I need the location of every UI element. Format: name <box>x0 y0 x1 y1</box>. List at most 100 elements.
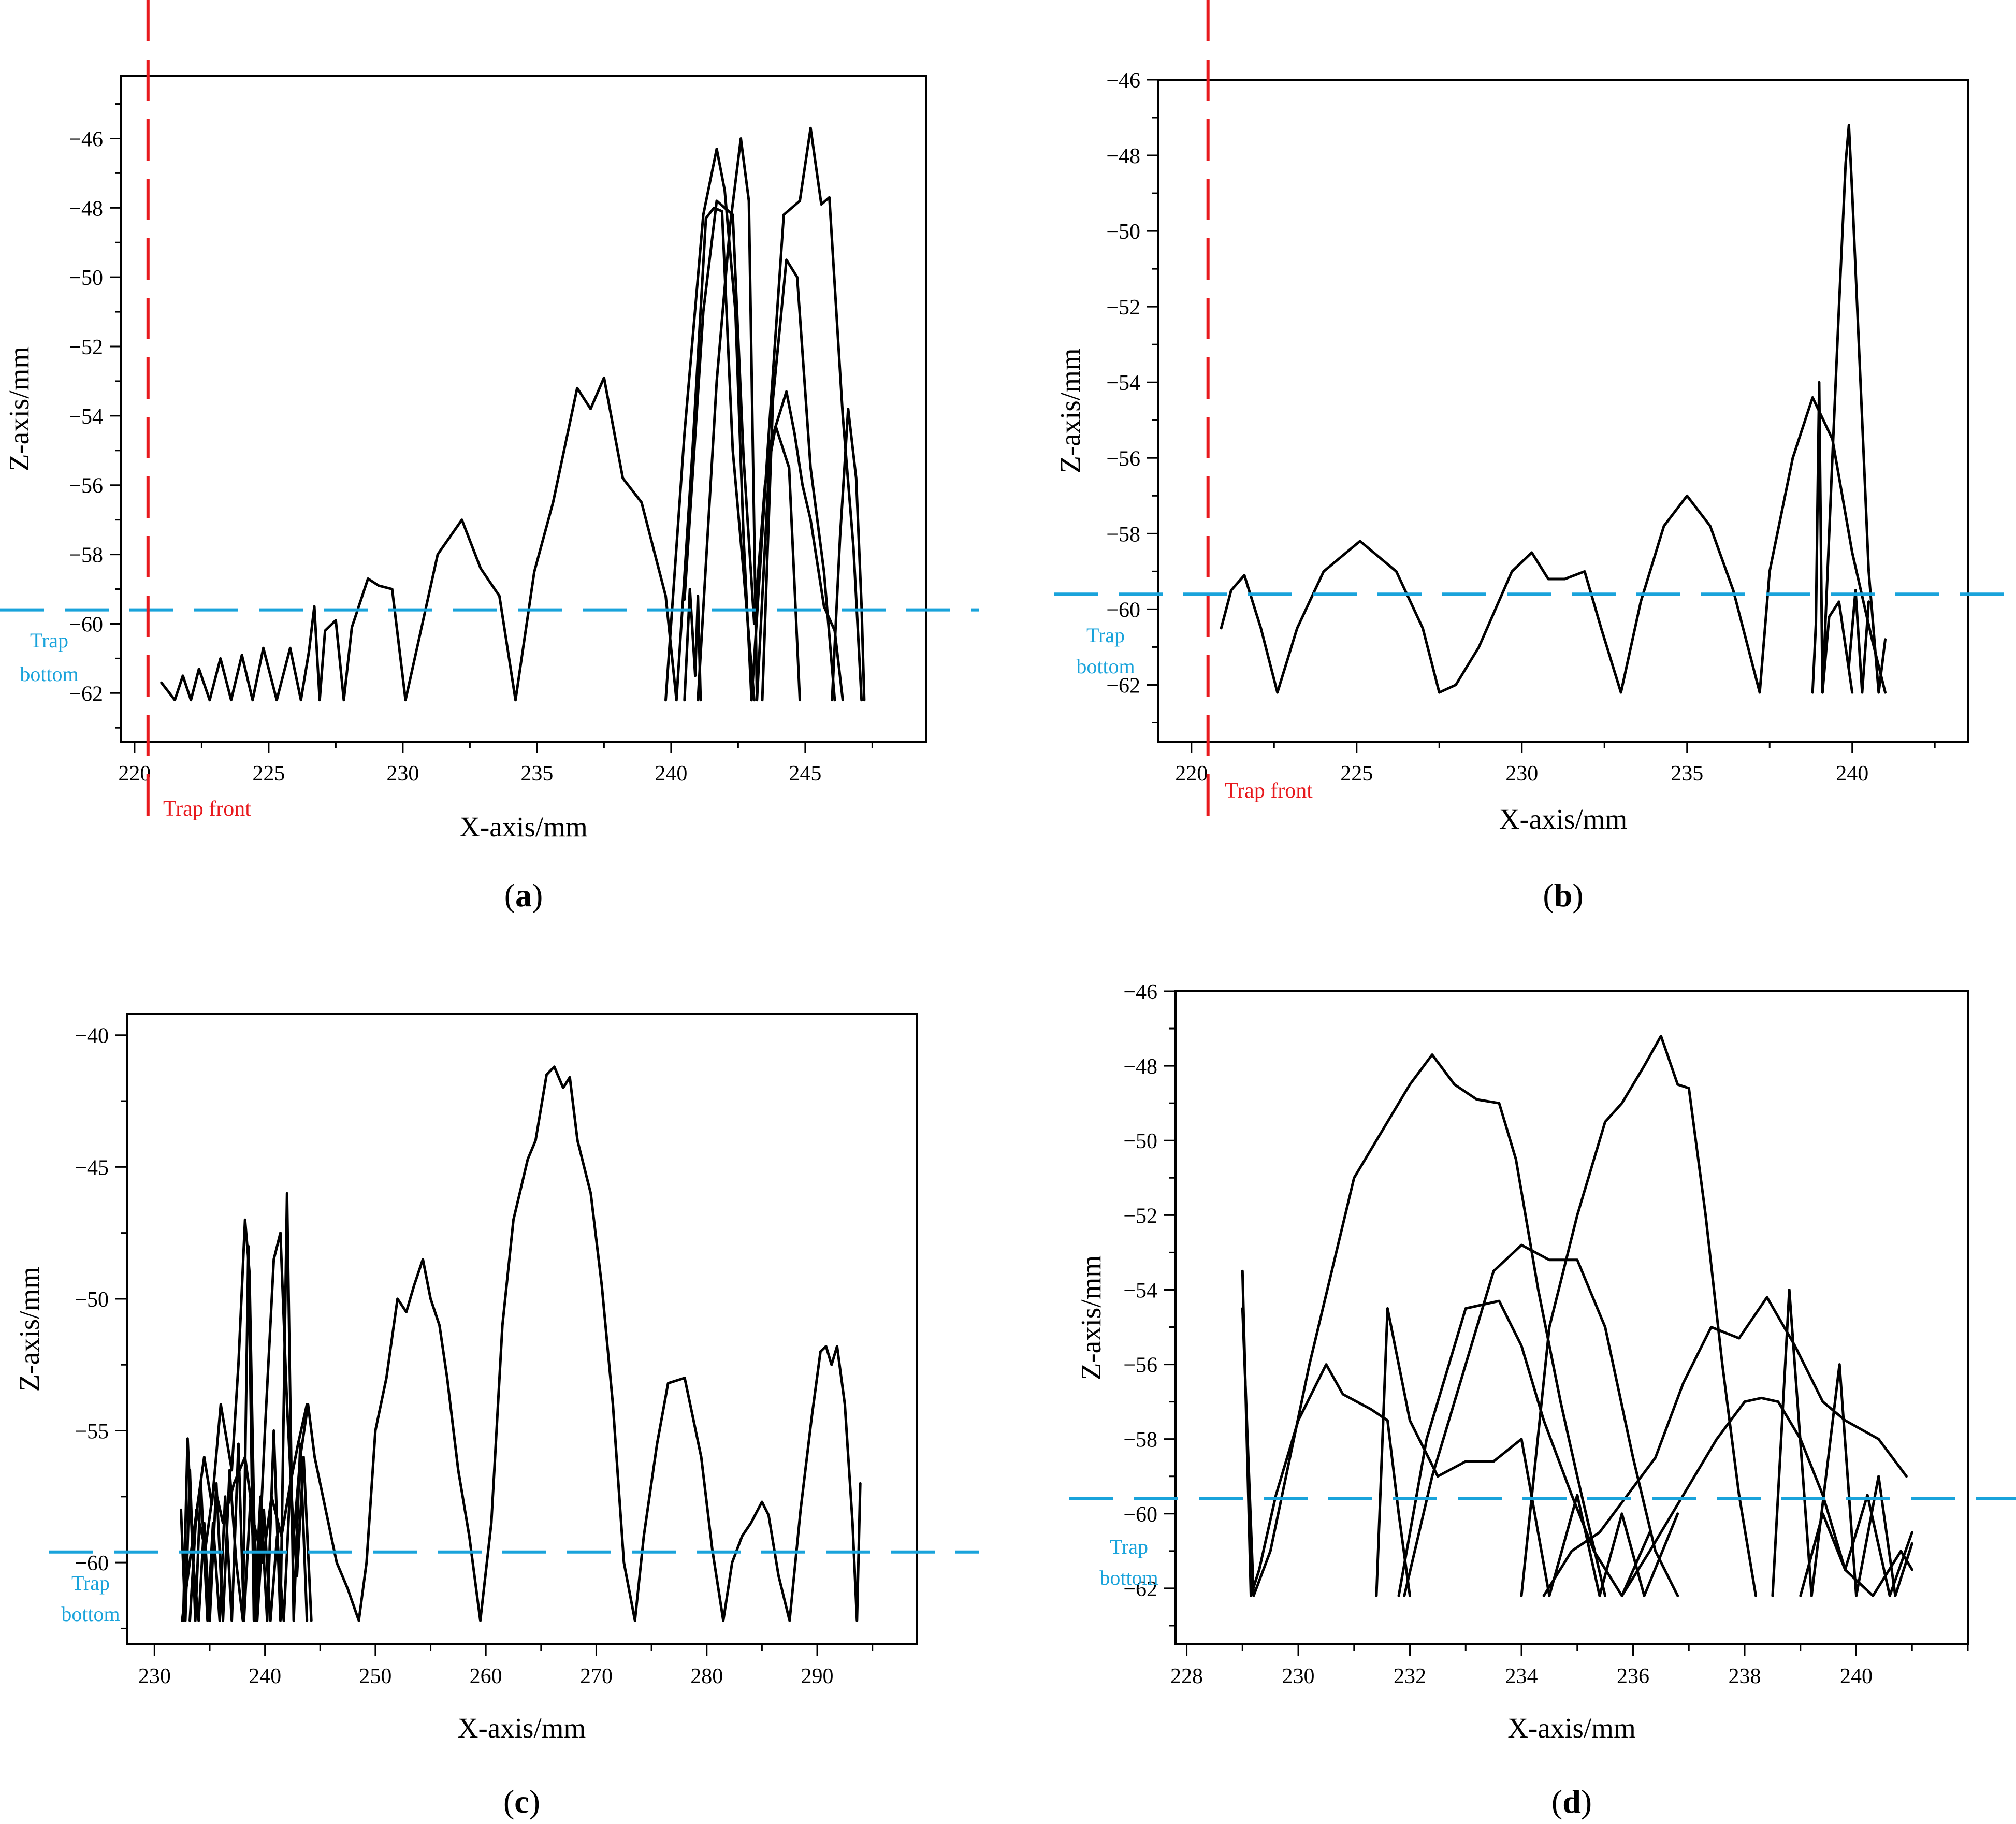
panel-label: (d) <box>1551 1783 1592 1820</box>
trap-bottom-label-line1: Trap <box>30 629 68 652</box>
series-line-4 <box>697 137 844 702</box>
series-line-1 <box>1220 396 1887 694</box>
series-line-4 <box>1847 589 1870 694</box>
panel-label: (c) <box>503 1783 540 1820</box>
y-tick-label: −58 <box>1123 1428 1157 1452</box>
y-axis-title: Z-axis/mm <box>1054 348 1086 473</box>
x-tick-label: 232 <box>1394 1664 1426 1688</box>
trap-bottom-label-line1: Trap <box>1086 624 1125 647</box>
y-tick-label: −48 <box>1123 1055 1157 1079</box>
x-tick-label: 245 <box>789 762 821 786</box>
y-tick-label: −48 <box>1106 144 1140 168</box>
x-axis-title: X-axis/mm <box>459 811 587 843</box>
x-axis-title: X-axis/mm <box>458 1712 586 1744</box>
y-tick-label: −62 <box>1123 1577 1157 1601</box>
series-line-1 <box>160 206 756 702</box>
y-tick-label: −45 <box>75 1156 109 1180</box>
y-tick-label: −60 <box>1123 1503 1157 1527</box>
panel-label: (a) <box>504 877 543 914</box>
series-line-4 <box>188 1403 309 1622</box>
y-tick-label: −62 <box>1106 674 1140 698</box>
series-line-8 <box>1620 1396 1913 1597</box>
series-line-3 <box>683 199 801 702</box>
y-tick-label: −50 <box>75 1288 109 1312</box>
series-line-7 <box>831 408 866 702</box>
x-tick-label: 230 <box>138 1664 171 1688</box>
y-tick-label: −56 <box>1106 447 1140 471</box>
series-line-4 <box>1397 1299 1651 1597</box>
chart-panel-d: 228 230 232 234 236 238 240 −46 −48 −50 −52 −54 −56 −… <box>1069 980 2016 1820</box>
plot-frame <box>1174 990 1969 1645</box>
panel-label-letter: c <box>514 1783 529 1820</box>
y-tick-label: −52 <box>1123 1204 1157 1228</box>
x-tick-label: 236 <box>1617 1664 1649 1688</box>
y-tick-label: −56 <box>69 474 103 498</box>
series-line-8 <box>683 588 702 702</box>
x-tick-label: 225 <box>252 762 285 786</box>
trap-bottom-label-line2: bottom <box>20 662 78 686</box>
y-tick-label: −52 <box>69 336 103 359</box>
trap-bottom-label-line2: bottom <box>1099 1566 1158 1589</box>
panel-label-close: ) <box>1572 877 1583 914</box>
panel-label-close: ) <box>1581 1783 1592 1820</box>
x-tick-label: 220 <box>118 762 151 786</box>
series-line-2 <box>1821 124 1887 694</box>
x-tick-label: 250 <box>359 1664 391 1688</box>
series-line-6 <box>1520 1035 1758 1597</box>
series-line-6 <box>761 258 836 702</box>
series-line-7 <box>1542 1296 1908 1597</box>
panel-label-letter: b <box>1554 877 1573 914</box>
series-line-2 <box>1241 1269 1411 1597</box>
x-tick-label: 280 <box>690 1664 723 1688</box>
y-tick-label: −40 <box>75 1024 109 1048</box>
y-tick-label: −48 <box>69 197 103 221</box>
trap-bottom-label-line1: Trap <box>1110 1535 1148 1558</box>
y-tick-label: −50 <box>69 266 103 290</box>
x-tick-label: 220 <box>1175 762 1208 786</box>
y-tick-label: −55 <box>75 1420 109 1444</box>
x-tick-label: 260 <box>470 1664 502 1688</box>
panel-label-open: ( <box>1543 877 1554 914</box>
chart-panel-c: 230 240 250 260 270 280 290 −40 −45 −50 −55 −60Trap… <box>13 1013 979 1820</box>
y-tick-label: −56 <box>1123 1354 1157 1378</box>
x-tick-label: 235 <box>520 762 553 786</box>
x-tick-label: 230 <box>1505 762 1538 786</box>
y-tick-label: −50 <box>1106 220 1140 244</box>
y-tick-label: −54 <box>1123 1279 1157 1302</box>
x-tick-label: 270 <box>580 1664 613 1688</box>
panel-label-letter: d <box>1562 1783 1581 1820</box>
series-line-3 <box>182 1192 309 1622</box>
trap-bottom-label-line2: bottom <box>61 1602 120 1626</box>
y-axis-title: Z-axis/mm <box>1075 1255 1107 1380</box>
trap-bottom-label-line1: Trap <box>71 1571 110 1595</box>
plot-frame <box>126 1013 918 1645</box>
y-tick-label: −60 <box>75 1552 109 1575</box>
series-line-3 <box>1375 1307 1679 1597</box>
series-line-1 <box>1241 1053 1607 1597</box>
x-tick-label: 228 <box>1170 1664 1203 1688</box>
x-tick-label: 240 <box>249 1664 281 1688</box>
y-tick-label: −46 <box>69 127 103 151</box>
series-line-9 <box>1771 1289 1913 1597</box>
series-line-2 <box>664 148 753 702</box>
series-line-5 <box>750 126 863 702</box>
y-tick-label: −58 <box>1106 523 1140 546</box>
y-tick-label: −54 <box>69 405 103 429</box>
x-tick-label: 240 <box>1840 1664 1873 1688</box>
y-tick-label: −60 <box>1106 598 1140 622</box>
panel-label-letter: a <box>515 877 532 914</box>
y-tick-label: −50 <box>1123 1130 1157 1153</box>
y-tick-label: −46 <box>1123 980 1157 1004</box>
y-tick-label: −54 <box>1106 371 1140 395</box>
x-axis-title: X-axis/mm <box>1499 803 1627 835</box>
x-tick-label: 235 <box>1671 762 1703 786</box>
x-tick-label: 240 <box>1836 762 1868 786</box>
panel-label-close: ) <box>529 1783 540 1820</box>
x-tick-label: 225 <box>1340 762 1373 786</box>
panel-label-open: ( <box>504 877 515 914</box>
trap-front-label: Trap front <box>1225 779 1313 803</box>
panel-label-close: ) <box>532 877 543 914</box>
trap-front-label: Trap front <box>163 797 251 821</box>
x-tick-label: 290 <box>801 1664 834 1688</box>
